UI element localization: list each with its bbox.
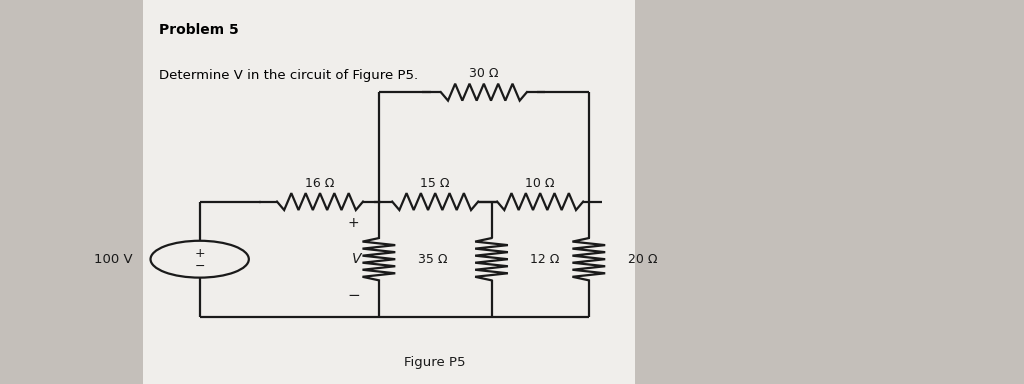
Text: 100 V: 100 V <box>94 253 133 266</box>
Text: 10 Ω: 10 Ω <box>525 177 555 190</box>
Text: +: + <box>195 247 205 260</box>
Text: Figure P5: Figure P5 <box>404 356 466 369</box>
Text: +: + <box>347 216 359 230</box>
Text: V: V <box>351 252 361 266</box>
Text: 35 Ω: 35 Ω <box>418 253 447 266</box>
Text: −: − <box>195 260 205 273</box>
FancyBboxPatch shape <box>143 0 635 384</box>
Text: 20 Ω: 20 Ω <box>628 253 657 266</box>
Text: 16 Ω: 16 Ω <box>305 177 335 190</box>
Text: Problem 5: Problem 5 <box>159 23 239 37</box>
Text: 15 Ω: 15 Ω <box>421 177 450 190</box>
Text: 30 Ω: 30 Ω <box>469 67 499 80</box>
Text: −: − <box>347 288 359 303</box>
Text: 12 Ω: 12 Ω <box>530 253 560 266</box>
Text: Determine V in the circuit of Figure P5.: Determine V in the circuit of Figure P5. <box>159 69 418 82</box>
